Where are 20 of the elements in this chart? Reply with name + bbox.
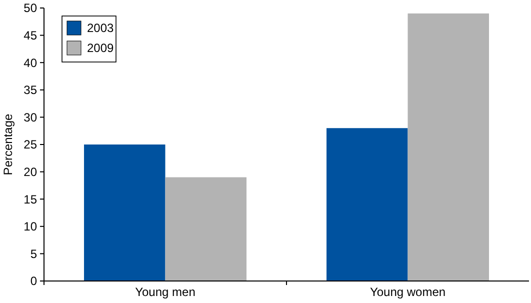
bar xyxy=(165,177,246,281)
legend-label: 2009 xyxy=(87,41,114,55)
x-tick-label: Young women xyxy=(370,285,446,299)
y-tick-label: 0 xyxy=(30,274,38,288)
y-tick-label: 30 xyxy=(24,110,38,124)
y-tick-label: 50 xyxy=(24,1,38,16)
y-tick-label: 15 xyxy=(24,192,38,206)
bar xyxy=(326,128,408,281)
y-tick-label: 25 xyxy=(24,138,38,152)
y-tick-label: 45 xyxy=(24,28,38,42)
y-tick-label: 5 xyxy=(30,246,38,261)
bar xyxy=(84,144,166,281)
legend-label: 2003 xyxy=(87,21,114,35)
bar xyxy=(408,13,489,281)
y-tick-label: 10 xyxy=(24,220,38,234)
y-tick-label: 20 xyxy=(24,165,38,179)
y-axis-title: Percentage xyxy=(1,113,15,176)
x-tick-label: Young men xyxy=(135,285,196,299)
y-tick-label: 35 xyxy=(24,83,38,98)
y-tick-label: 40 xyxy=(24,56,38,70)
